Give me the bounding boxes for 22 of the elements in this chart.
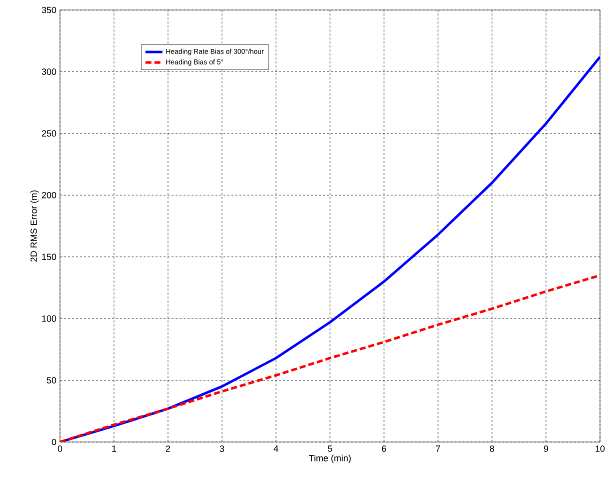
x-tick-label: 0 xyxy=(58,446,62,452)
x-tick-label: 3 xyxy=(220,446,224,452)
y-axis-title: 2D RMS Error (m) xyxy=(30,190,39,262)
y-tick-label: 150 xyxy=(42,254,56,260)
x-axis-title: Time (min) xyxy=(308,454,351,464)
x-tick-label: 1 xyxy=(112,446,116,452)
x-tick-label: 5 xyxy=(328,446,332,452)
y-tick-label: 300 xyxy=(42,68,56,75)
x-tick-label: 6 xyxy=(382,446,386,452)
y-tick-label: 350 xyxy=(42,6,56,14)
x-tick-label: 2 xyxy=(166,446,170,452)
y-tick-label: 250 xyxy=(42,130,56,137)
line-series xyxy=(60,274,600,442)
x-tick-label: 4 xyxy=(274,446,278,452)
x-tick-label: 8 xyxy=(490,446,494,452)
y-tick-label: 0 xyxy=(52,438,56,446)
x-tick-label: 7 xyxy=(436,446,440,452)
y-tick-label: 200 xyxy=(42,192,56,198)
y-tick-label: 50 xyxy=(46,377,56,384)
y-tick-label: 100 xyxy=(42,315,56,322)
x-tick-label: 9 xyxy=(544,446,548,452)
x-tick-label: 10 xyxy=(596,446,605,452)
